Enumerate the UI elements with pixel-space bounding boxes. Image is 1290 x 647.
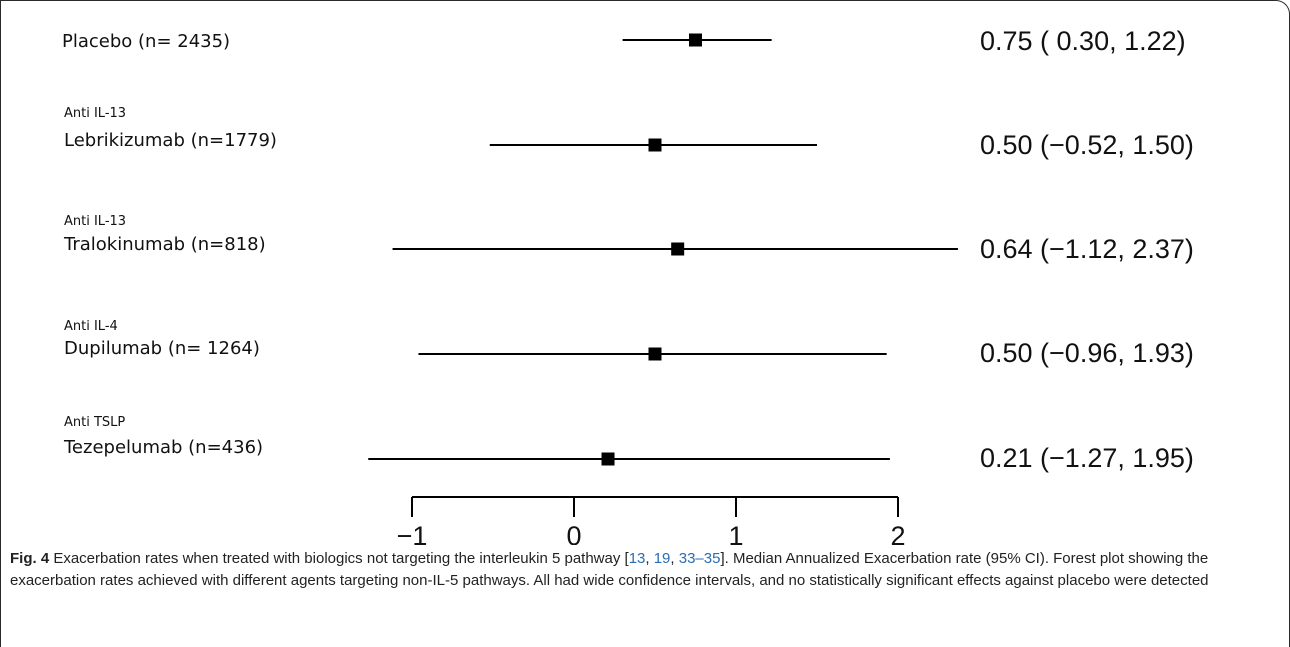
drug-class-label: Anti IL-13 <box>64 214 126 229</box>
point-estimate-marker <box>671 242 685 256</box>
drug-name-label: Tralokinumab (n=818) <box>63 234 266 255</box>
citation-link-1[interactable]: 13 <box>628 550 646 567</box>
estimate-ci-label: 0.50 (−0.52, 1.50) <box>980 130 1194 160</box>
drug-name-label: Placebo (n= 2435) <box>62 31 230 52</box>
caption-text-intro: Exacerbation rates when treated with bio… <box>49 550 629 567</box>
estimate-ci-label: 0.21 (−1.27, 1.95) <box>980 443 1194 473</box>
point-estimate-marker <box>648 347 662 361</box>
point-estimate-marker <box>689 33 702 47</box>
drug-class-label: Anti TSLP <box>64 415 125 430</box>
citation-link-3[interactable]: 33–35 <box>678 550 721 567</box>
drug-class-label: Anti IL-13 <box>64 106 126 121</box>
x-axis-tick-label: 1 <box>728 521 743 545</box>
drug-name-label: Dupilumab (n= 1264) <box>64 338 260 359</box>
citation-link-2[interactable]: 19 <box>653 550 671 567</box>
drug-name-label: Tezepelumab (n=436) <box>63 437 263 458</box>
point-estimate-marker <box>601 452 615 466</box>
x-axis-tick-label: 2 <box>890 521 905 545</box>
x-axis-tick-label: −1 <box>397 521 428 545</box>
drug-name-label: Lebrikizumab (n=1779) <box>64 130 277 151</box>
caption-text-body: ]. Median Annualized Exacerbation rate (… <box>10 550 1209 589</box>
estimate-ci-label: 0.75 ( 0.30, 1.22) <box>980 26 1186 56</box>
estimate-ci-label: 0.50 (−0.96, 1.93) <box>980 338 1194 368</box>
figure-label: Fig. 4 <box>10 550 50 567</box>
figure-caption: Fig. 4 Exacerbation rates when treated w… <box>10 550 1209 589</box>
point-estimate-marker <box>648 138 662 152</box>
estimate-ci-label: 0.64 (−1.12, 2.37) <box>980 234 1194 264</box>
drug-class-label: Anti IL-4 <box>64 319 118 334</box>
x-axis-tick-label: 0 <box>566 521 581 545</box>
forest-plot: Placebo (n= 2435) 0.75 ( 0.30, 1.22) Anti … <box>62 26 1194 545</box>
